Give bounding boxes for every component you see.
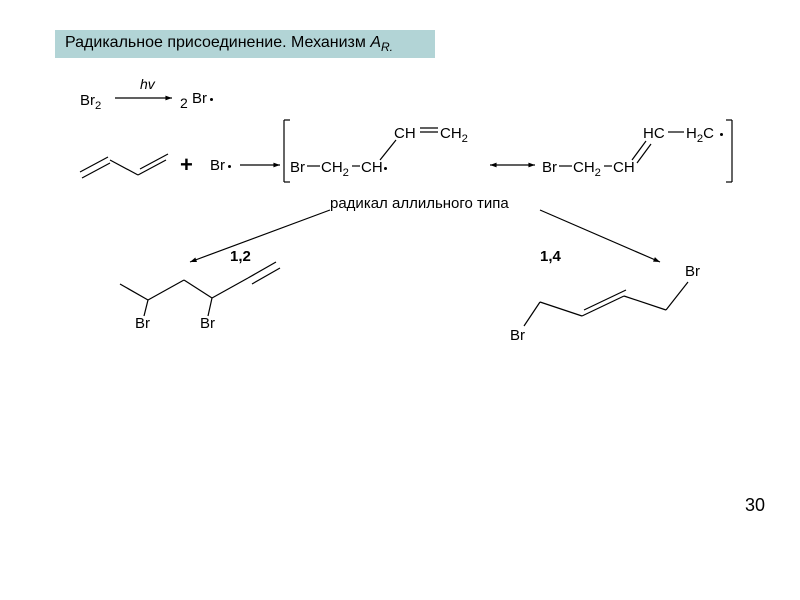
label-br2: Br2: [80, 92, 101, 112]
radical-dot: [720, 133, 723, 136]
label-br_rad2: Br: [210, 157, 225, 174]
page-number: 30: [745, 495, 765, 516]
label-res1_ch2: CH2: [321, 159, 349, 179]
label-res2_h2c_top: H2C: [686, 125, 714, 145]
label-res1_br_left: Br: [290, 159, 305, 176]
label-allyl_caption: радикал аллильного типа: [330, 195, 509, 212]
label-res2_hc_top: HC: [643, 125, 665, 142]
label-two: 2: [180, 95, 188, 111]
label-res2_br_left: Br: [542, 159, 557, 176]
label-hv: hv: [140, 76, 155, 92]
label-res1_ch: CH: [361, 159, 383, 176]
radical-dot: [384, 167, 387, 170]
label-br_rad1: Br: [192, 90, 207, 107]
diagram-canvas: [0, 0, 800, 600]
label-prod12_br1: Br: [135, 315, 150, 332]
label-plus: +: [180, 152, 193, 178]
label-prod14_br2: Br: [685, 263, 700, 280]
radical-dot: [228, 165, 231, 168]
label-res2_ch2: CH2: [573, 159, 601, 179]
label-prod14_br1: Br: [510, 327, 525, 344]
label-path14: 1,4: [540, 248, 561, 265]
label-res2_ch: CH: [613, 159, 635, 176]
label-res1_ch2_top: CH2: [440, 125, 468, 145]
label-res1_ch_top: CH: [394, 125, 416, 142]
radical-dot: [210, 98, 213, 101]
label-path12: 1,2: [230, 248, 251, 265]
label-prod12_br2: Br: [200, 315, 215, 332]
